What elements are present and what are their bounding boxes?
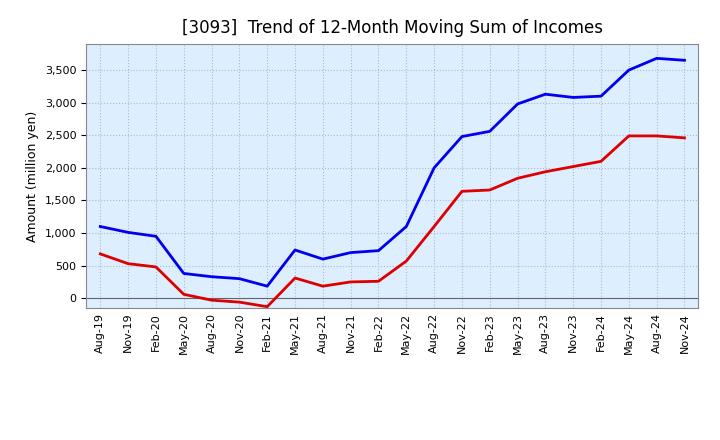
Net Income (179, 292, 188, 297)
Net Income (513, 176, 522, 181)
Ordinary Income (680, 58, 689, 63)
Net Income (624, 133, 633, 139)
Ordinary Income (235, 276, 243, 281)
Ordinary Income (513, 101, 522, 106)
Ordinary Income (485, 129, 494, 134)
Ordinary Income (346, 250, 355, 255)
Net Income (207, 297, 216, 303)
Ordinary Income (458, 134, 467, 139)
Ordinary Income (624, 67, 633, 73)
Net Income (680, 135, 689, 140)
Net Income (485, 187, 494, 193)
Net Income (374, 279, 383, 284)
Net Income (652, 133, 661, 139)
Ordinary Income (179, 271, 188, 276)
Net Income (152, 264, 161, 270)
Net Income (124, 261, 132, 266)
Ordinary Income (430, 165, 438, 170)
Ordinary Income (597, 94, 606, 99)
Net Income (458, 189, 467, 194)
Ordinary Income (207, 274, 216, 279)
Net Income (346, 279, 355, 285)
Ordinary Income (402, 224, 410, 229)
Ordinary Income (96, 224, 104, 229)
Net Income (96, 251, 104, 257)
Net Income (291, 275, 300, 281)
Ordinary Income (374, 248, 383, 253)
Line: Ordinary Income: Ordinary Income (100, 59, 685, 286)
Net Income (430, 224, 438, 229)
Net Income (402, 258, 410, 264)
Ordinary Income (541, 92, 550, 97)
Title: [3093]  Trend of 12-Month Moving Sum of Incomes: [3093] Trend of 12-Month Moving Sum of I… (182, 19, 603, 37)
Net Income (569, 164, 577, 169)
Net Income (318, 283, 327, 289)
Ordinary Income (652, 56, 661, 61)
Ordinary Income (318, 257, 327, 262)
Net Income (541, 169, 550, 174)
Ordinary Income (569, 95, 577, 100)
Net Income (597, 159, 606, 164)
Ordinary Income (263, 283, 271, 289)
Net Income (263, 304, 271, 309)
Ordinary Income (124, 230, 132, 235)
Net Income (235, 300, 243, 305)
Ordinary Income (291, 247, 300, 253)
Y-axis label: Amount (million yen): Amount (million yen) (27, 110, 40, 242)
Line: Net Income: Net Income (100, 136, 685, 307)
Ordinary Income (152, 234, 161, 239)
